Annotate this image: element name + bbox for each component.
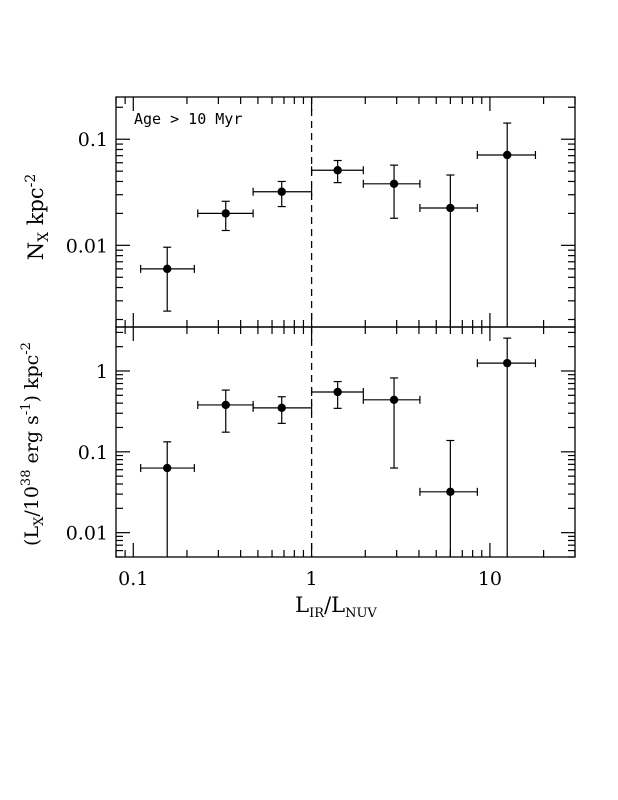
bottom-data-point	[419, 439, 478, 557]
bottom-y-tick-labels: 0.01 0.1 1	[66, 361, 108, 545]
x-axis-title: LIR/LNUV	[295, 593, 377, 621]
data-marker	[277, 187, 286, 196]
x-tick-label: 1	[306, 568, 318, 590]
top-annotation: Age > 10 Myr	[134, 110, 242, 128]
top-data-point	[197, 200, 254, 232]
data-marker	[446, 487, 455, 497]
top-data-point	[419, 174, 478, 327]
panel-bottom: 0.010.11 0.1 1 10 (LX/1038 erg s-1) kpc-2 …	[19, 326, 576, 621]
data-marker	[333, 166, 342, 175]
bottom-data-points	[140, 337, 537, 557]
bottom-data-point	[140, 441, 195, 557]
top-data-point	[476, 122, 537, 327]
top-data-point	[140, 246, 195, 312]
data-marker	[389, 395, 399, 405]
bottom-y-tick-label: 0.1	[78, 442, 108, 464]
bottom-y-axis-title: (LX/1038 erg s-1) kpc-2	[19, 342, 47, 546]
x-tick-label: 0.1	[118, 568, 148, 590]
data-marker	[503, 358, 512, 368]
top-data-point	[311, 159, 364, 184]
top-y-axis-title: NX kpc-2	[23, 174, 52, 261]
data-marker	[333, 387, 342, 397]
top-plot-frame	[115, 96, 576, 328]
bottom-data-point	[362, 377, 421, 469]
data-marker	[221, 209, 230, 218]
x-tick-label: 10	[478, 568, 502, 590]
top-data-points	[140, 122, 537, 327]
panel-top: 0.01 0.1 Age > 10 Myr NX kpc-2	[23, 96, 576, 328]
data-marker	[163, 463, 172, 473]
top-data-point	[362, 164, 421, 219]
top-ticks	[115, 97, 576, 327]
bottom-data-point	[476, 337, 537, 557]
bottom-data-point	[197, 389, 254, 433]
data-marker	[221, 400, 230, 410]
top-data-point	[252, 180, 313, 208]
bottom-plot-frame	[115, 326, 576, 558]
top-y-tick-labels: 0.01 0.1	[66, 129, 108, 257]
top-y-tick-label: 0.1	[78, 129, 108, 151]
data-marker	[163, 264, 172, 274]
bottom-y-tick-label: 1	[96, 361, 108, 383]
data-marker	[389, 179, 399, 189]
top-y-tick-label: 0.01	[66, 235, 108, 257]
bottom-data-point	[311, 380, 364, 409]
bottom-y-tick-label: 0.01	[66, 523, 108, 545]
x-tick-labels: 0.1 1 10	[118, 568, 502, 590]
bottom-ticks	[115, 327, 576, 558]
data-marker	[446, 203, 455, 213]
data-marker	[277, 403, 286, 413]
data-marker	[503, 150, 512, 160]
bottom-data-point	[252, 396, 313, 424]
